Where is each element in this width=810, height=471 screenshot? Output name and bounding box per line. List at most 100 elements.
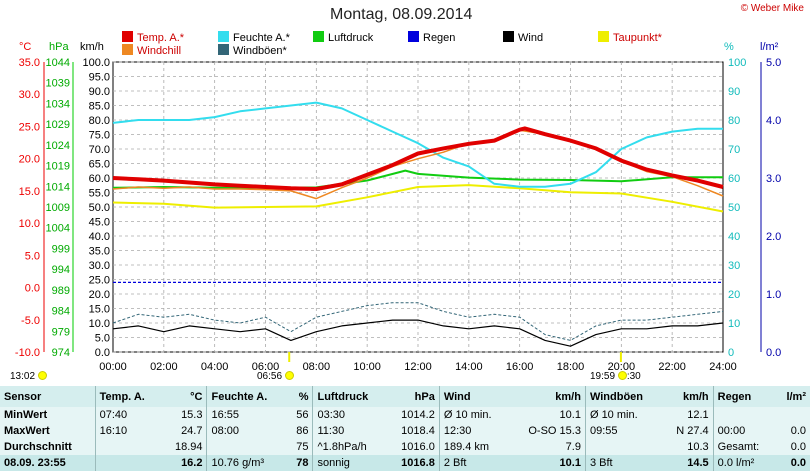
series-line-wind bbox=[112, 319, 724, 347]
stats-cell: MaxWert bbox=[4, 425, 50, 437]
legend-swatch bbox=[408, 31, 419, 42]
wind-tick-label: 95.0 bbox=[89, 72, 110, 84]
legend-item-3: Regen bbox=[408, 31, 455, 44]
temp-tick-label: 5.0 bbox=[25, 250, 40, 262]
legend-swatch bbox=[218, 31, 229, 42]
temp-tick-label: 35.0 bbox=[19, 57, 40, 69]
x-tick-label: 20:00 bbox=[608, 361, 636, 373]
stats-cell: 11:30 bbox=[312, 423, 387, 439]
stats-cell: Temp. A. bbox=[94, 386, 163, 407]
pressure-tick-label: 979 bbox=[52, 326, 70, 338]
wind-tick-label: 10.0 bbox=[89, 318, 110, 330]
series-line-taupunkt bbox=[112, 184, 724, 213]
credit-label: © Weber Mike bbox=[740, 3, 804, 14]
pressure-axis-unit: hPa bbox=[49, 41, 69, 53]
stats-cell: 78 bbox=[287, 455, 313, 471]
stats-cell: 07:40 bbox=[94, 407, 163, 423]
stats-row: MinWert 07:40 15.3 16:55 56 03:30 1014.2 Ø 10 m… bbox=[0, 407, 810, 423]
rain-tick-label: 2.0 bbox=[766, 231, 781, 243]
weather-chart: °C hPa km/h% l/m² 35.0 30.0 25.0 20.0 15.0 10.0 5.… bbox=[15, 41, 781, 373]
pressure-tick-label: 1004 bbox=[46, 223, 70, 235]
temp-tick-label: -10.0 bbox=[15, 347, 40, 359]
stats-cell: 16.2 bbox=[162, 455, 207, 471]
legend-swatch bbox=[218, 44, 229, 55]
stats-cell: Wind bbox=[438, 386, 510, 407]
temp-tick-label: 25.0 bbox=[19, 121, 40, 133]
x-tick-label: 22:00 bbox=[658, 361, 686, 373]
stats-cell: l/m² bbox=[775, 386, 810, 407]
stats-cell: 0.0 bbox=[790, 425, 806, 437]
humidity-tick-label: 100 bbox=[728, 57, 746, 69]
wind-tick-label: 30.0 bbox=[89, 260, 110, 272]
wind-tick-label: 55.0 bbox=[89, 188, 110, 200]
humidity-tick-label: 70 bbox=[728, 144, 740, 156]
chart-title: Montag, 08.09.2014 bbox=[330, 6, 473, 23]
wind-tick-label: 65.0 bbox=[89, 159, 110, 171]
pressure-tick-label: 1024 bbox=[46, 140, 70, 152]
wind-tick-label: 0.0 bbox=[95, 347, 110, 359]
stats-cell: km/h bbox=[662, 386, 714, 407]
temp-tick-label: 0.0 bbox=[25, 283, 40, 295]
pressure-tick-label: 989 bbox=[52, 285, 70, 297]
stats-cell: 3 Bft bbox=[584, 455, 663, 471]
temp-tick-label: 15.0 bbox=[19, 186, 40, 198]
stats-cell: 75 bbox=[296, 441, 309, 453]
stats-cell: 2 Bft bbox=[438, 455, 510, 471]
legend-item-1: Feuchte A.* bbox=[218, 31, 290, 44]
stats-cell: 03:30 bbox=[312, 407, 387, 423]
humidity-tick-label: 90 bbox=[728, 86, 740, 98]
wind-tick-label: 45.0 bbox=[89, 217, 110, 229]
stats-cell: 1016.8 bbox=[386, 455, 440, 471]
legend-swatch bbox=[503, 31, 514, 42]
stats-cell: 00:00 bbox=[712, 423, 776, 439]
legend-item-7: Windböen* bbox=[218, 44, 287, 57]
stats-cell: 86 bbox=[296, 425, 309, 437]
stats-cell bbox=[206, 439, 288, 455]
pressure-tick-label: 984 bbox=[52, 306, 70, 318]
stats-cell: Feuchte A. bbox=[206, 386, 288, 407]
stats-cell: Regen bbox=[712, 386, 776, 407]
series-line-windben bbox=[112, 302, 724, 341]
legend-label: Windböen* bbox=[233, 45, 287, 57]
rain-tick-label: 0.0 bbox=[766, 347, 781, 359]
legend-swatch bbox=[598, 31, 609, 42]
wind-tick-label: 100.0 bbox=[82, 57, 110, 69]
wind-tick-label: 70.0 bbox=[89, 144, 110, 156]
pressure-tick-label: 1009 bbox=[46, 202, 70, 214]
rain-tick-label: 5.0 bbox=[766, 57, 781, 69]
stats-cell: 14.5 bbox=[662, 455, 714, 471]
legend-swatch bbox=[313, 31, 324, 42]
legend-label: Wind bbox=[518, 32, 544, 44]
pressure-tick-label: 1014 bbox=[46, 181, 70, 193]
wind-tick-label: 75.0 bbox=[89, 130, 110, 142]
stats-cell: 0.0 l/m² bbox=[712, 455, 776, 471]
temp-tick-label: 30.0 bbox=[19, 89, 40, 101]
temp-tick-label: 10.0 bbox=[19, 218, 40, 230]
wind-tick-label: 25.0 bbox=[89, 275, 110, 287]
stats-cell: 16:55 bbox=[206, 407, 288, 423]
wind-tick-label: 5.0 bbox=[95, 333, 110, 345]
stats-cell: Durchschnitt bbox=[4, 441, 72, 453]
stats-cell: 7.9 bbox=[565, 441, 581, 453]
legend-label: Feuchte A.* bbox=[233, 32, 290, 44]
series-line-feuchtea bbox=[112, 101, 723, 188]
pressure-tick-label: 1019 bbox=[46, 161, 70, 173]
wind-tick-label: 15.0 bbox=[89, 304, 110, 316]
stats-cell bbox=[776, 407, 810, 423]
stats-row: 08.09. 23:55 16.2 10.76 g/m³ 78 sonnig 1016.8… bbox=[0, 455, 810, 471]
wind-tick-label: 20.0 bbox=[89, 289, 110, 301]
legend-label: Windchill bbox=[137, 45, 182, 57]
rain-tick-label: 3.0 bbox=[766, 173, 781, 185]
stats-cell: 12:30 bbox=[438, 423, 510, 439]
x-tick-label: 02:00 bbox=[150, 361, 178, 373]
x-tick-label: 14:00 bbox=[455, 361, 483, 373]
x-tick-label: 18:00 bbox=[557, 361, 585, 373]
humidity-tick-label: 60 bbox=[728, 173, 740, 185]
wind-tick-label: 50.0 bbox=[89, 202, 110, 214]
stats-cell: 08:00 bbox=[206, 423, 288, 439]
stats-cell: 56 bbox=[296, 409, 309, 421]
x-tick-label: 00:00 bbox=[99, 361, 127, 373]
pressure-tick-label: 994 bbox=[52, 264, 70, 276]
stats-cell bbox=[94, 439, 163, 455]
x-tick-label: 08:00 bbox=[303, 361, 331, 373]
